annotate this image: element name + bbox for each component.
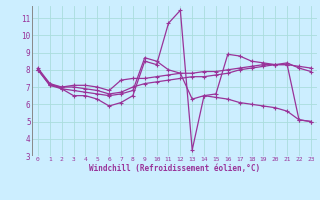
X-axis label: Windchill (Refroidissement éolien,°C): Windchill (Refroidissement éolien,°C) xyxy=(89,164,260,173)
